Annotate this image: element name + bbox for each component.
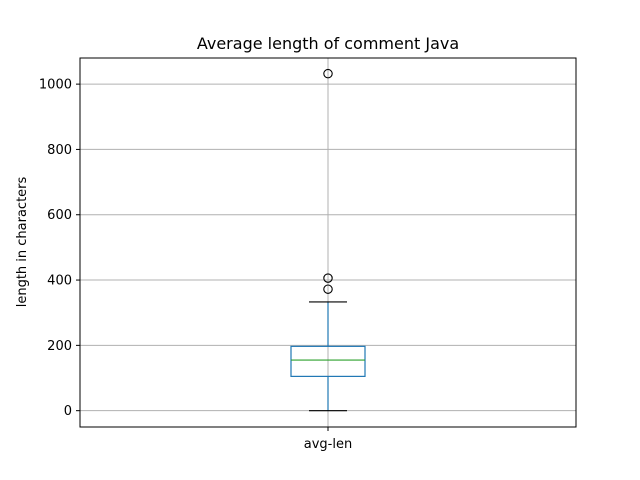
axis-ticks: 0 200 400 600 800 1000 avg-len [39,78,352,452]
grid-lines [80,58,576,427]
y-tick-label: 400 [47,274,72,289]
outlier-point [323,273,333,283]
x-tick-label: avg-len [304,437,352,452]
y-tick-label: 1000 [39,78,72,93]
chart-title: Average length of comment Java [197,34,459,53]
y-axis-label: length in characters [15,176,30,307]
outlier-point [323,68,333,79]
outlier-point [323,284,333,294]
box-elements [290,68,366,412]
y-tick-label: 800 [47,143,72,158]
iqr-box [290,345,366,377]
y-tick-label: 600 [47,208,72,223]
y-tick-label: 200 [47,339,72,354]
y-tick-label: 0 [64,404,72,419]
